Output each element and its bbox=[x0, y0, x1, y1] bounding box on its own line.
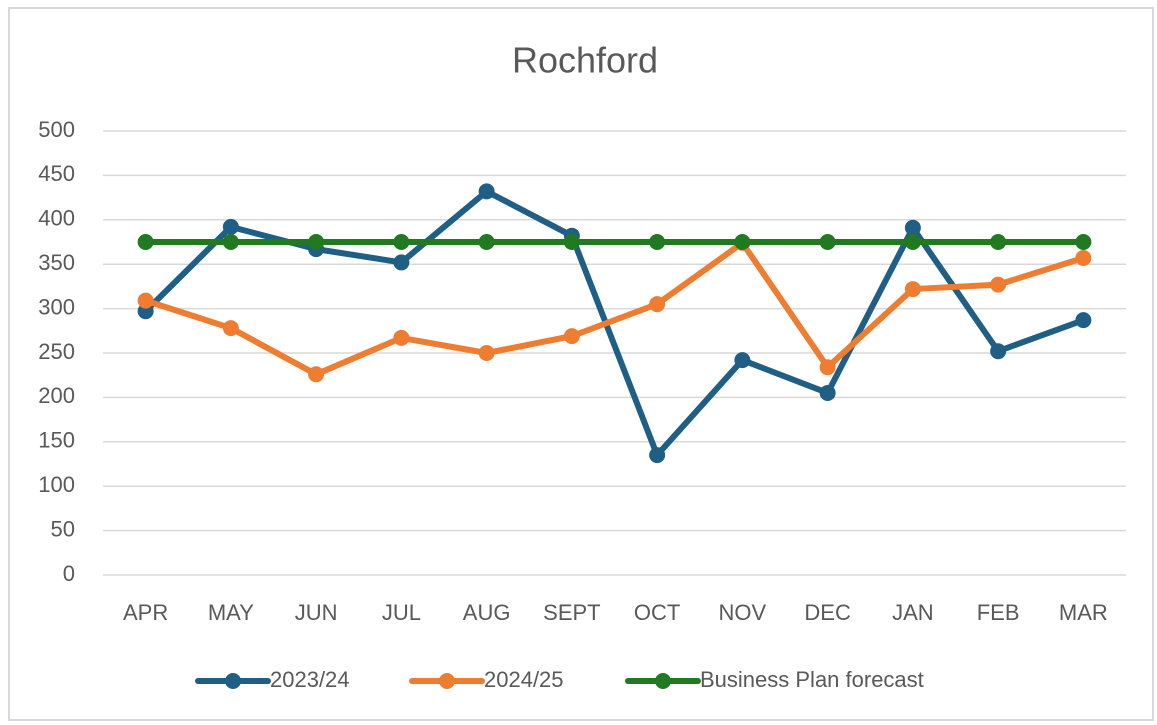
chart-frame bbox=[8, 7, 1154, 721]
point bbox=[222, 234, 239, 250]
point bbox=[649, 234, 666, 250]
y-tick-label: 250 bbox=[38, 339, 75, 364]
point bbox=[990, 276, 1007, 293]
y-tick-label: 500 bbox=[38, 117, 75, 142]
point bbox=[478, 183, 495, 200]
y-tick-label: 400 bbox=[38, 206, 75, 231]
point bbox=[137, 292, 154, 309]
series-line bbox=[142, 188, 1087, 459]
x-tick-label: JUL bbox=[382, 600, 421, 625]
y-tick-label: 300 bbox=[38, 294, 75, 319]
x-tick-label: OCT bbox=[634, 600, 680, 625]
point bbox=[1075, 312, 1092, 329]
legend-label: 2023/24 bbox=[270, 667, 350, 692]
x-tick-label: DEC bbox=[804, 600, 851, 625]
legend-label: Business Plan forecast bbox=[700, 667, 924, 692]
point bbox=[563, 328, 580, 345]
point bbox=[734, 234, 751, 250]
point bbox=[478, 345, 495, 361]
x-tick-label: JUN bbox=[295, 600, 338, 625]
y-tick-label: 0 bbox=[63, 561, 75, 586]
point bbox=[904, 234, 921, 250]
legend-label: 2024/25 bbox=[484, 667, 564, 692]
point bbox=[563, 234, 580, 250]
point bbox=[308, 234, 325, 250]
y-tick-label: 200 bbox=[38, 383, 75, 408]
point bbox=[649, 296, 666, 313]
point bbox=[990, 343, 1007, 360]
series-line bbox=[142, 239, 1087, 378]
x-tick-label: APR bbox=[123, 600, 168, 625]
y-tick-label: 50 bbox=[51, 516, 75, 541]
x-tick-label: FEB bbox=[977, 600, 1020, 625]
y-tick-label: 150 bbox=[38, 428, 75, 453]
point bbox=[393, 329, 410, 346]
point bbox=[990, 234, 1007, 250]
x-tick-label: MAR bbox=[1059, 600, 1108, 625]
x-tick-label: AUG bbox=[463, 600, 511, 625]
point bbox=[904, 281, 921, 298]
point bbox=[393, 254, 410, 271]
point bbox=[734, 352, 751, 369]
point bbox=[819, 359, 836, 376]
chart-title: Rochford bbox=[512, 40, 658, 81]
point bbox=[904, 219, 921, 236]
x-tick-label: JAN bbox=[892, 600, 934, 625]
point bbox=[137, 234, 154, 250]
point bbox=[1075, 234, 1092, 250]
x-tick-label: NOV bbox=[719, 600, 767, 625]
y-tick-label: 450 bbox=[38, 161, 75, 186]
point bbox=[1075, 249, 1092, 266]
point bbox=[819, 384, 836, 401]
point bbox=[222, 320, 239, 337]
point bbox=[222, 218, 239, 235]
y-tick-label: 350 bbox=[38, 250, 75, 275]
point bbox=[478, 234, 495, 250]
point bbox=[393, 234, 410, 250]
x-tick-label: MAY bbox=[208, 600, 254, 625]
point bbox=[649, 447, 666, 464]
x-tick-label: SEPT bbox=[543, 600, 600, 625]
legend-marker bbox=[655, 673, 671, 689]
point bbox=[308, 366, 325, 383]
y-tick-label: 100 bbox=[38, 472, 75, 497]
legend-marker bbox=[225, 673, 241, 689]
point bbox=[819, 234, 836, 250]
legend-marker bbox=[439, 673, 455, 689]
